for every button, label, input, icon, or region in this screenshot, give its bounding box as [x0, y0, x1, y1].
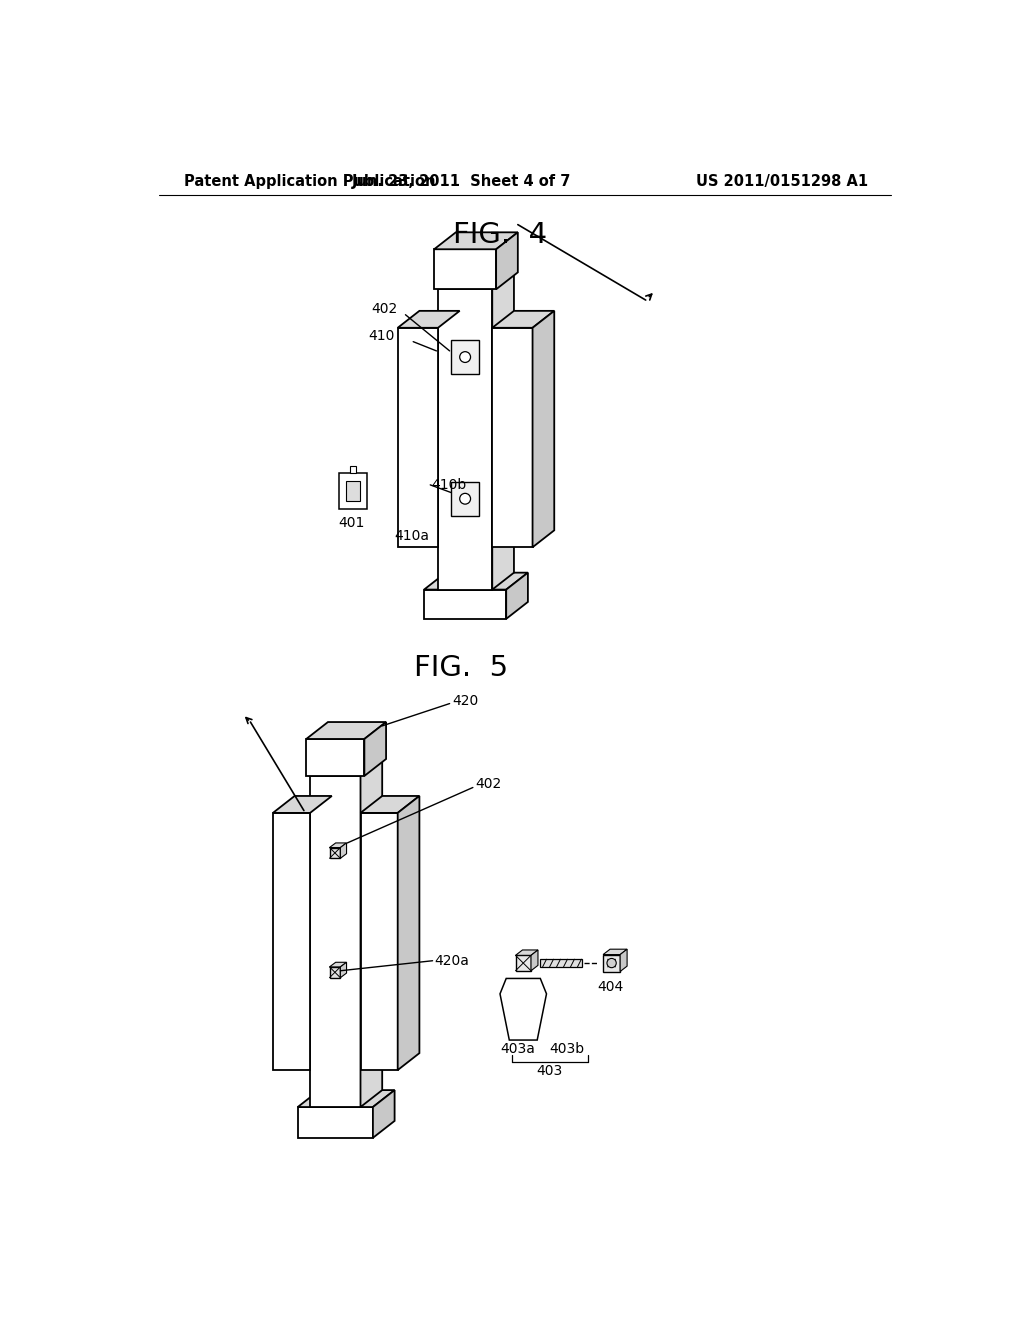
- Circle shape: [460, 351, 471, 363]
- Polygon shape: [452, 341, 479, 374]
- Polygon shape: [603, 954, 621, 972]
- Polygon shape: [397, 796, 420, 1071]
- Polygon shape: [310, 776, 360, 1107]
- Polygon shape: [452, 482, 479, 516]
- Polygon shape: [330, 843, 346, 847]
- Polygon shape: [298, 1107, 373, 1138]
- Polygon shape: [540, 960, 583, 966]
- Polygon shape: [438, 289, 493, 590]
- Polygon shape: [621, 949, 627, 972]
- Circle shape: [460, 494, 471, 504]
- Circle shape: [607, 958, 616, 968]
- Polygon shape: [434, 232, 518, 249]
- Text: FIG.  5: FIG. 5: [414, 655, 508, 682]
- Text: 404: 404: [597, 979, 624, 994]
- Polygon shape: [373, 1090, 394, 1138]
- Polygon shape: [531, 950, 538, 970]
- Text: Jun. 23, 2011  Sheet 4 of 7: Jun. 23, 2011 Sheet 4 of 7: [351, 174, 571, 189]
- Polygon shape: [365, 722, 386, 776]
- Polygon shape: [532, 312, 554, 548]
- Polygon shape: [339, 474, 367, 508]
- Polygon shape: [306, 739, 365, 776]
- Polygon shape: [340, 962, 346, 978]
- Polygon shape: [273, 796, 332, 813]
- Polygon shape: [330, 847, 340, 858]
- Polygon shape: [493, 272, 514, 590]
- Text: 402: 402: [372, 301, 397, 315]
- Polygon shape: [603, 949, 627, 954]
- Polygon shape: [397, 312, 460, 327]
- Polygon shape: [496, 232, 518, 289]
- Polygon shape: [273, 813, 310, 1071]
- Text: 403: 403: [537, 1064, 563, 1078]
- Polygon shape: [515, 956, 531, 970]
- Text: 420a: 420a: [434, 954, 469, 968]
- Polygon shape: [306, 722, 386, 739]
- Polygon shape: [515, 950, 538, 956]
- Polygon shape: [360, 759, 382, 1107]
- Text: US 2011/0151298 A1: US 2011/0151298 A1: [696, 174, 868, 189]
- Polygon shape: [346, 480, 359, 502]
- Text: 410a: 410a: [394, 529, 429, 543]
- Polygon shape: [424, 590, 506, 619]
- Text: FIG.  4: FIG. 4: [453, 222, 547, 249]
- Polygon shape: [349, 466, 356, 474]
- Polygon shape: [330, 962, 346, 966]
- Polygon shape: [493, 312, 554, 327]
- Text: 410b: 410b: [432, 478, 467, 492]
- Text: 402: 402: [475, 776, 502, 791]
- Text: 403b: 403b: [549, 1043, 584, 1056]
- Polygon shape: [340, 843, 346, 858]
- Polygon shape: [493, 327, 532, 548]
- Polygon shape: [500, 978, 547, 1040]
- Text: 401: 401: [339, 516, 366, 529]
- Text: 420: 420: [452, 694, 478, 709]
- Polygon shape: [434, 249, 496, 289]
- Text: 403a: 403a: [500, 1043, 535, 1056]
- Text: Patent Application Publication: Patent Application Publication: [183, 174, 435, 189]
- Polygon shape: [397, 327, 438, 548]
- Polygon shape: [330, 966, 340, 978]
- Polygon shape: [360, 813, 397, 1071]
- Polygon shape: [360, 796, 420, 813]
- Text: 410: 410: [369, 329, 394, 342]
- Polygon shape: [424, 573, 528, 590]
- Polygon shape: [298, 1090, 394, 1107]
- Polygon shape: [506, 573, 528, 619]
